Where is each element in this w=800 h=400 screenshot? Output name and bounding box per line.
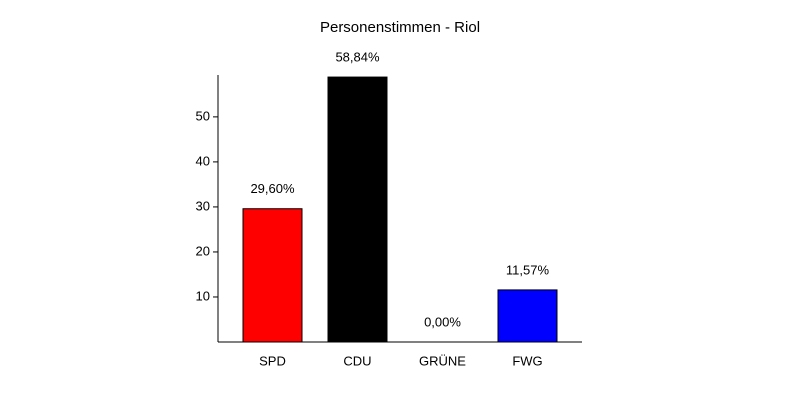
y-tick-label: 50 <box>196 108 210 123</box>
bar <box>497 289 558 343</box>
y-tick-label: 30 <box>196 198 210 213</box>
y-tick-label: 40 <box>196 153 210 168</box>
value-label: 58,84% <box>335 50 380 65</box>
bar <box>327 76 388 343</box>
x-tick-label: SPD <box>259 353 286 368</box>
value-label: 11,57% <box>506 262 550 277</box>
value-label: 0,00% <box>424 314 461 329</box>
value-label: 29,60% <box>250 181 295 196</box>
x-tick-label: FWG <box>512 353 542 368</box>
x-tick-label: CDU <box>343 353 371 368</box>
bar <box>242 208 303 343</box>
y-tick-label: 10 <box>196 288 210 303</box>
y-tick-label: 20 <box>196 243 210 258</box>
x-tick-label: GRÜNE <box>419 353 466 368</box>
chart-title: Personenstimmen - Riol <box>320 19 480 36</box>
